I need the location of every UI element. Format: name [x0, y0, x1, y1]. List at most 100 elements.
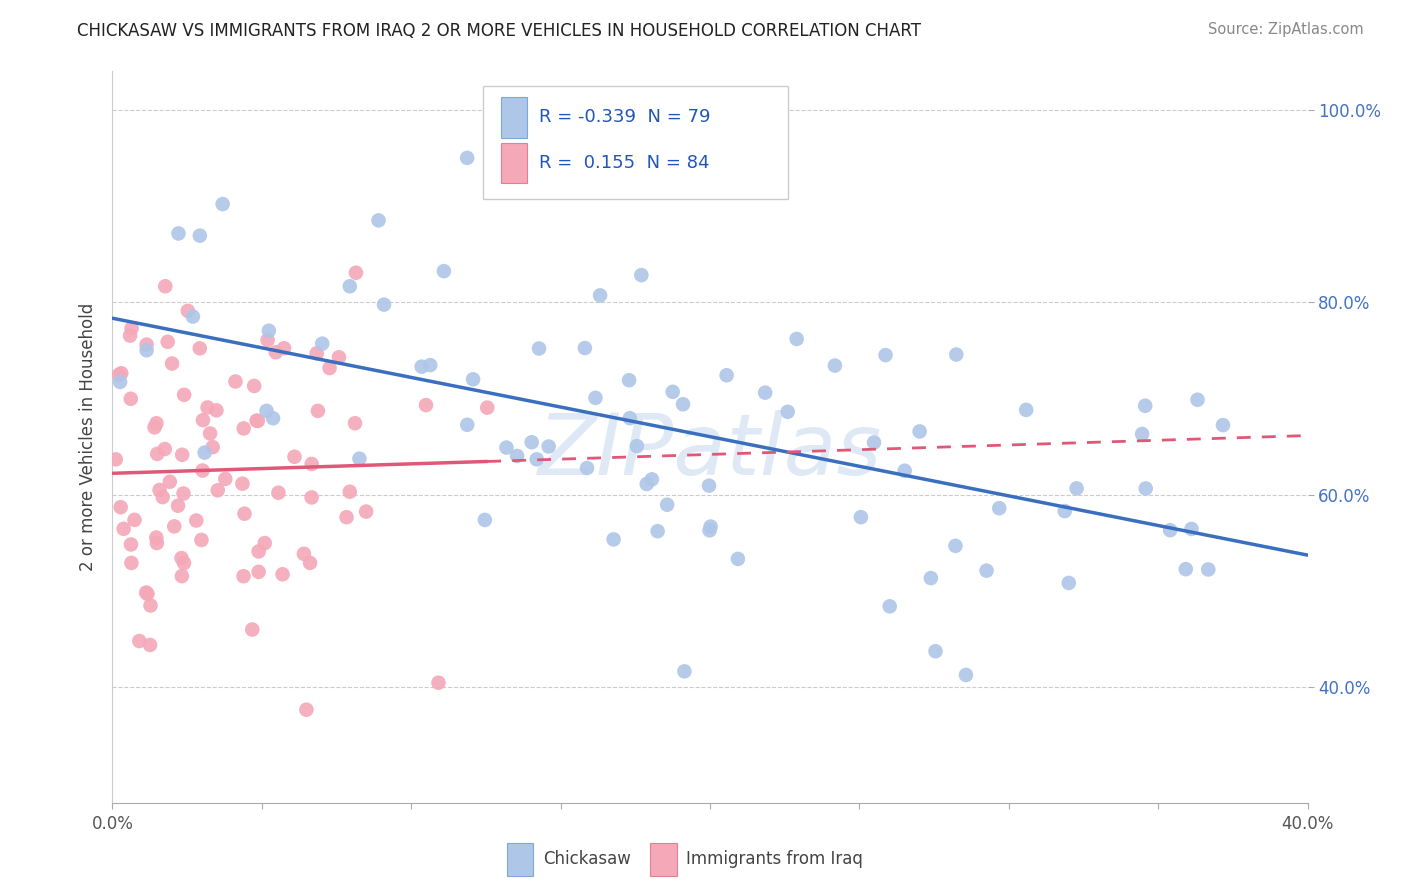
- Point: [716, 368, 738, 383]
- Point: [427, 675, 450, 690]
- Point: [456, 151, 478, 165]
- Point: [301, 491, 323, 505]
- Point: [191, 463, 214, 477]
- Point: [301, 457, 323, 471]
- Point: [589, 288, 612, 302]
- Point: [626, 439, 648, 453]
- Point: [988, 501, 1011, 516]
- Point: [110, 500, 132, 515]
- Point: [339, 279, 361, 293]
- Point: [335, 510, 357, 524]
- Point: [139, 599, 162, 613]
- Y-axis label: 2 or more Vehicles in Household: 2 or more Vehicles in Household: [79, 303, 97, 571]
- Point: [108, 375, 131, 389]
- Point: [576, 461, 599, 475]
- Point: [945, 539, 967, 553]
- Point: [214, 472, 236, 486]
- Point: [190, 533, 212, 547]
- Point: [419, 358, 441, 372]
- Point: [152, 490, 174, 504]
- Point: [186, 514, 208, 528]
- Point: [672, 397, 695, 411]
- Point: [146, 536, 169, 550]
- Point: [177, 303, 200, 318]
- Point: [699, 524, 721, 538]
- Text: Immigrants from Iraq: Immigrants from Iraq: [686, 850, 863, 868]
- Point: [461, 372, 484, 386]
- Point: [849, 510, 872, 524]
- Point: [673, 665, 696, 679]
- Point: [273, 341, 295, 355]
- Point: [247, 565, 270, 579]
- Point: [1187, 392, 1209, 407]
- Point: [139, 638, 162, 652]
- Point: [173, 556, 195, 570]
- Point: [477, 401, 499, 415]
- Point: [373, 298, 395, 312]
- Text: ZIPatlas: ZIPatlas: [538, 410, 882, 493]
- Point: [776, 405, 799, 419]
- Bar: [501, 143, 527, 183]
- Point: [617, 373, 640, 387]
- Point: [160, 357, 183, 371]
- Point: [148, 483, 170, 497]
- Point: [156, 334, 179, 349]
- Point: [1174, 562, 1197, 576]
- Point: [349, 451, 371, 466]
- Point: [305, 346, 328, 360]
- Point: [172, 448, 194, 462]
- Point: [233, 507, 256, 521]
- Point: [647, 524, 669, 538]
- Point: [527, 342, 550, 356]
- Point: [924, 644, 946, 658]
- Point: [495, 441, 517, 455]
- Point: [104, 452, 127, 467]
- Point: [170, 551, 193, 566]
- Point: [201, 440, 224, 454]
- Point: [456, 417, 478, 432]
- Point: [1135, 482, 1157, 496]
- Point: [167, 499, 190, 513]
- Point: [135, 337, 157, 351]
- Point: [283, 450, 305, 464]
- Point: [197, 401, 219, 415]
- Point: [271, 567, 294, 582]
- Point: [415, 398, 437, 412]
- Bar: [508, 843, 533, 876]
- Point: [232, 421, 254, 435]
- Point: [167, 227, 190, 241]
- Point: [955, 668, 977, 682]
- Point: [328, 351, 350, 365]
- Point: [173, 486, 195, 500]
- Point: [367, 213, 389, 227]
- Point: [262, 411, 284, 425]
- Point: [240, 623, 263, 637]
- Bar: [501, 97, 527, 137]
- Point: [128, 634, 150, 648]
- Text: CHICKASAW VS IMMIGRANTS FROM IRAQ 2 OR MORE VEHICLES IN HOUSEHOLD CORRELATION CH: CHICKASAW VS IMMIGRANTS FROM IRAQ 2 OR M…: [77, 22, 921, 40]
- Point: [506, 449, 529, 463]
- Point: [602, 533, 624, 547]
- Point: [343, 416, 366, 430]
- Point: [630, 268, 652, 282]
- Point: [245, 414, 267, 428]
- Bar: [651, 843, 676, 876]
- Point: [246, 414, 269, 428]
- Point: [295, 703, 318, 717]
- Point: [1066, 481, 1088, 495]
- Point: [110, 366, 132, 380]
- Point: [205, 403, 228, 417]
- Point: [636, 477, 658, 491]
- Point: [1015, 403, 1038, 417]
- Point: [727, 552, 749, 566]
- Point: [194, 445, 217, 459]
- Point: [120, 328, 142, 343]
- Point: [121, 321, 143, 335]
- Point: [908, 425, 931, 439]
- Point: [433, 264, 456, 278]
- Point: [893, 464, 915, 478]
- Point: [1197, 562, 1219, 576]
- FancyBboxPatch shape: [484, 86, 787, 200]
- Point: [198, 426, 221, 441]
- Point: [159, 475, 181, 489]
